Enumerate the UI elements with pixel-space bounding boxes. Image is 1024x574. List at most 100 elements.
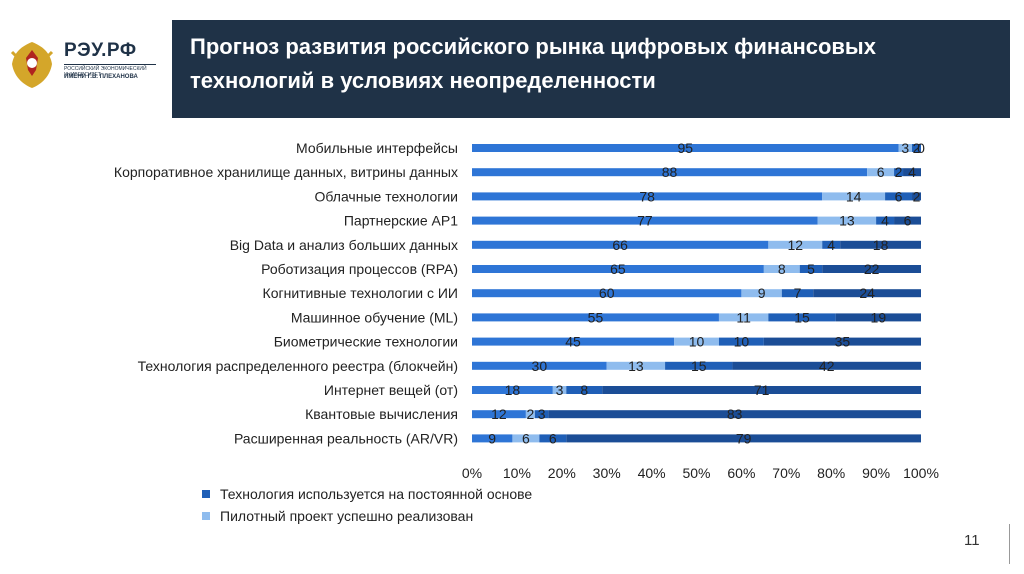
bar-segment xyxy=(840,240,921,249)
legend-swatch xyxy=(202,512,210,520)
data-label: 78 xyxy=(639,188,655,204)
bar-segment xyxy=(674,337,719,346)
bar-segment xyxy=(472,240,769,249)
bar-segment xyxy=(472,337,675,346)
emblem-icon xyxy=(10,42,54,88)
data-label: 14 xyxy=(846,188,862,204)
bar-segment xyxy=(566,434,921,443)
data-label: 6 xyxy=(904,213,912,229)
page-title: Прогноз развития российского рынка цифро… xyxy=(190,34,876,93)
x-tick-label: 20% xyxy=(548,465,576,481)
x-tick-label: 40% xyxy=(638,465,666,481)
bar-segment xyxy=(472,313,719,322)
data-label: 4 xyxy=(827,237,835,253)
data-label: 19 xyxy=(871,309,887,325)
category-label: Интернет вещей (от) xyxy=(324,382,458,398)
category-label: Облачные технологии xyxy=(315,188,459,204)
bar-segment xyxy=(665,361,733,370)
legend-item: Технология используется на постоянной ос… xyxy=(202,483,532,505)
data-label: 11 xyxy=(736,309,751,325)
data-label: 55 xyxy=(588,309,604,325)
data-label: 8 xyxy=(580,382,588,398)
data-label: 10 xyxy=(734,334,750,350)
data-label: 9 xyxy=(758,285,766,301)
bar-segment xyxy=(472,144,899,152)
category-label: Когнитивные технологии с ИИ xyxy=(263,285,458,301)
category-label: Расширенная реальность (AR/VR) xyxy=(234,430,458,446)
data-label: 22 xyxy=(864,261,880,277)
data-label: 83 xyxy=(727,406,743,422)
data-label: 3 xyxy=(901,140,909,156)
data-label: 0 xyxy=(917,140,925,156)
data-label: 4 xyxy=(908,164,916,180)
x-tick-label: 100% xyxy=(903,465,939,481)
data-label: 4 xyxy=(881,213,889,229)
data-label: 10 xyxy=(689,334,705,350)
data-label: 6 xyxy=(522,430,530,446)
bar-segment xyxy=(799,265,823,273)
data-label: 60 xyxy=(599,285,615,301)
data-label: 3 xyxy=(538,406,546,422)
bar-segment xyxy=(822,240,841,249)
bar-segment xyxy=(472,289,742,298)
divider xyxy=(1009,524,1010,564)
bar-segment xyxy=(472,386,553,394)
bar-segment xyxy=(606,361,666,370)
bar-segment xyxy=(768,313,836,322)
bar-segment xyxy=(472,410,526,419)
x-tick-label: 60% xyxy=(727,465,755,481)
legend-label: Пилотный проект успешно реализован xyxy=(220,508,474,524)
bar-segment xyxy=(912,144,921,152)
bar-segment xyxy=(718,313,769,322)
x-tick-label: 10% xyxy=(503,465,531,481)
bar-segment xyxy=(472,265,764,273)
bar-segment xyxy=(903,168,921,177)
bar-segment xyxy=(566,386,603,394)
data-label: 95 xyxy=(677,140,693,156)
data-label: 88 xyxy=(662,164,678,180)
bar-segment xyxy=(472,216,818,225)
category-label: Квантовые вычисления xyxy=(305,406,458,422)
bar-segment xyxy=(885,192,913,201)
legend-swatch xyxy=(202,490,210,498)
data-label: 66 xyxy=(612,237,628,253)
category-label: Мобильные интерфейсы xyxy=(296,140,458,156)
bar-segment xyxy=(894,168,904,177)
data-label: 45 xyxy=(565,334,581,350)
bar-segment xyxy=(835,313,921,322)
category-label: Технология распределенного реестра (блок… xyxy=(138,358,458,374)
page-number: 11 xyxy=(964,532,980,549)
bar-segment xyxy=(867,168,895,177)
bar-segment xyxy=(534,410,549,419)
category-label: Партнерские AP1 xyxy=(344,213,458,229)
bar-segment xyxy=(763,265,800,273)
data-label: 15 xyxy=(794,309,810,325)
data-label: 18 xyxy=(505,382,521,398)
bar-segment xyxy=(781,289,814,298)
chart-legend: Технология используется на постоянной ос… xyxy=(202,483,532,527)
bar-segment xyxy=(822,192,886,201)
logo-subtitle: РОССИЙСКИЙ ЭКОНОМИЧЕСКИЙ УНИВЕРСИТЕТ xyxy=(64,66,147,78)
logo-subtitle-name: ИМЕНИ Г.В. ПЛЕХАНОВА xyxy=(64,74,138,80)
bar-segment xyxy=(472,168,868,177)
x-tick-label: 80% xyxy=(817,465,845,481)
header-bar xyxy=(172,20,1010,118)
category-label: Биометрические технологии xyxy=(274,334,458,350)
x-tick-label: 90% xyxy=(862,465,890,481)
bar-segment xyxy=(512,434,540,443)
data-label: 6 xyxy=(895,188,903,204)
data-label: 2 xyxy=(895,164,903,180)
x-tick-label: 30% xyxy=(593,465,621,481)
bar-segment xyxy=(548,410,921,419)
data-label: 3 xyxy=(556,382,564,398)
data-label: 15 xyxy=(691,358,707,374)
bar-segment xyxy=(472,192,823,201)
bar-segment xyxy=(876,216,895,225)
legend-item: Пилотный проект успешно реализован xyxy=(202,505,532,527)
bar-segment xyxy=(741,289,782,298)
data-label: 9 xyxy=(488,430,496,446)
bar-segment xyxy=(718,337,764,346)
logo-divider xyxy=(64,64,156,65)
data-label: 42 xyxy=(819,358,835,374)
legend-label: Технология используется на постоянной ос… xyxy=(220,486,533,502)
